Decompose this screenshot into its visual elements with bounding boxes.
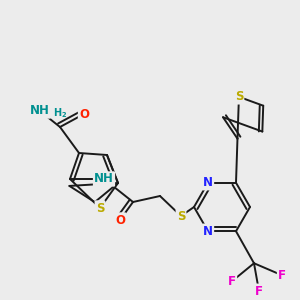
Text: O: O	[79, 107, 89, 121]
Text: N: N	[203, 176, 213, 189]
Text: S: S	[177, 209, 185, 223]
Text: F: F	[278, 269, 286, 282]
Text: NH: NH	[94, 172, 114, 185]
Text: N: N	[203, 225, 213, 238]
Text: F: F	[255, 285, 263, 298]
Text: S: S	[235, 90, 243, 104]
Text: $\mathregular{H_2}$: $\mathregular{H_2}$	[53, 106, 67, 120]
Text: NH: NH	[30, 104, 50, 118]
Text: S: S	[96, 202, 104, 214]
Text: O: O	[115, 214, 125, 226]
Text: F: F	[228, 275, 236, 288]
